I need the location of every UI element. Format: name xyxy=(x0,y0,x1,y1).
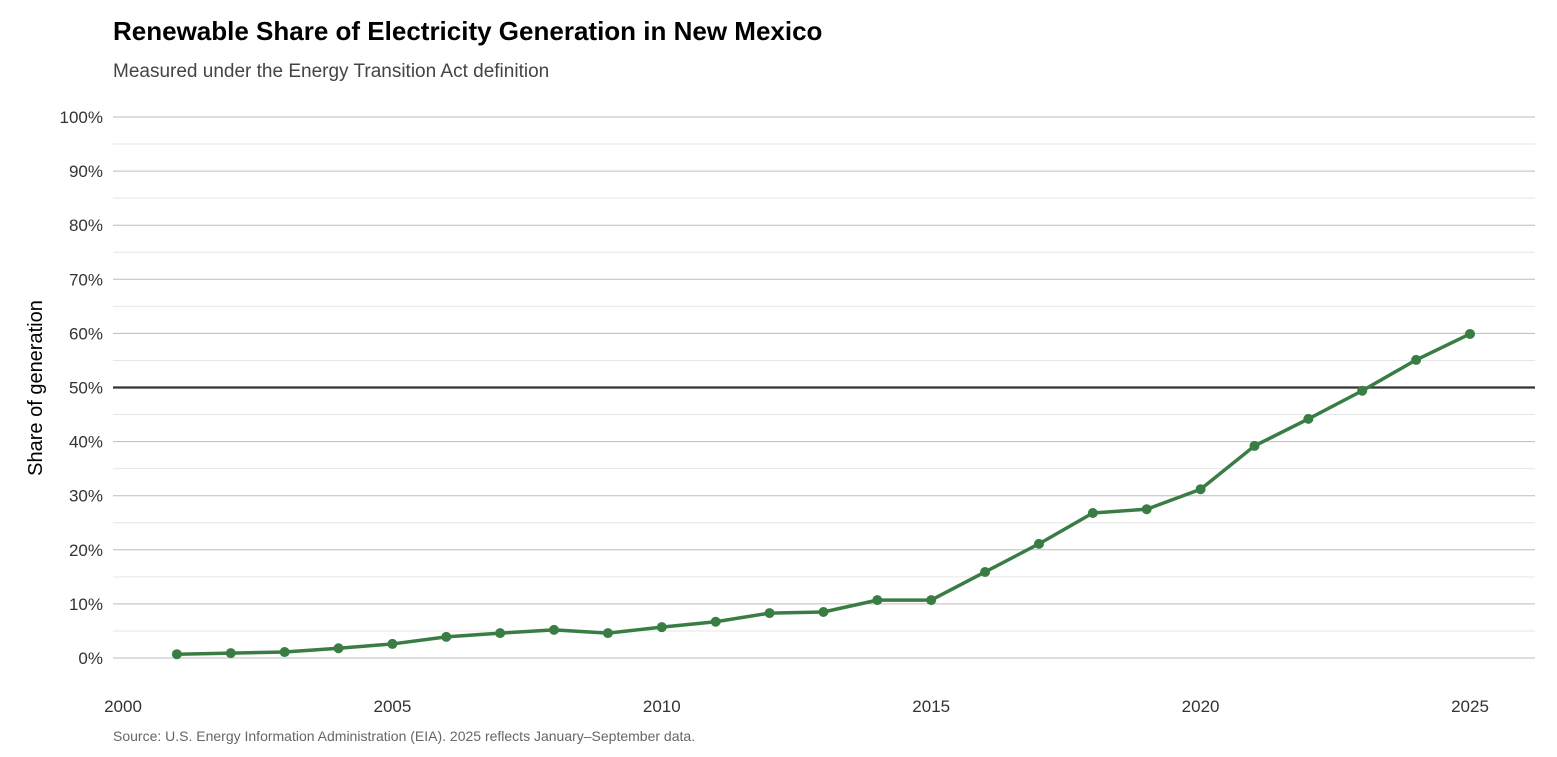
x-tick-label: 2025 xyxy=(1451,697,1489,716)
data-point xyxy=(1087,508,1098,519)
y-tick-label: 100% xyxy=(60,108,103,127)
data-point xyxy=(441,631,452,642)
data-point xyxy=(1465,328,1475,339)
y-tick-label: 90% xyxy=(69,162,103,181)
data-point xyxy=(926,595,937,606)
data-point xyxy=(710,616,721,627)
x-tick-label: 2000 xyxy=(104,697,142,716)
y-tick-label: 20% xyxy=(69,541,103,560)
data-point xyxy=(1357,385,1368,396)
data-point xyxy=(387,638,398,649)
y-tick-label: 10% xyxy=(69,595,103,614)
data-point xyxy=(602,628,613,639)
y-tick-label: 40% xyxy=(69,433,103,452)
chart-title: Renewable Share of Electricity Generatio… xyxy=(113,16,822,46)
y-tick-label: 30% xyxy=(69,487,103,506)
data-point xyxy=(333,643,344,654)
y-axis-ticks: 0% 10% 20% 30% 40% 50% 60% 70% 80% 90% 100% xyxy=(60,108,103,668)
data-point xyxy=(1411,354,1422,365)
data-point xyxy=(1249,440,1260,451)
series-renewable-share xyxy=(171,328,1475,660)
chart-caption: Source: U.S. Energy Information Administ… xyxy=(113,728,695,744)
data-point xyxy=(656,622,667,633)
data-point xyxy=(1195,484,1206,495)
data-point xyxy=(171,649,182,660)
series-line xyxy=(176,332,1471,656)
data-point xyxy=(1303,413,1314,424)
data-point xyxy=(1141,504,1152,515)
x-tick-label: 2015 xyxy=(912,697,950,716)
y-tick-label: 80% xyxy=(69,216,103,235)
x-axis-ticks: 2000 2005 2010 2015 2020 2025 xyxy=(104,697,1489,716)
data-point xyxy=(549,624,560,635)
y-tick-label: 50% xyxy=(69,379,103,398)
data-point xyxy=(980,566,991,577)
data-point xyxy=(225,648,236,659)
y-tick-label: 60% xyxy=(69,324,103,343)
y-axis-label: Share of generation xyxy=(25,300,47,476)
data-point xyxy=(818,607,829,618)
y-tick-label: 0% xyxy=(78,649,103,668)
chart-subtitle: Measured under the Energy Transition Act… xyxy=(113,61,549,82)
data-point xyxy=(872,595,883,606)
data-point xyxy=(279,647,290,658)
x-tick-label: 2005 xyxy=(373,697,411,716)
x-tick-label: 2020 xyxy=(1182,697,1220,716)
data-point xyxy=(764,608,775,619)
y-tick-label: 70% xyxy=(69,270,103,289)
data-point xyxy=(495,628,506,639)
x-tick-label: 2010 xyxy=(643,697,681,716)
data-point xyxy=(1033,538,1044,549)
